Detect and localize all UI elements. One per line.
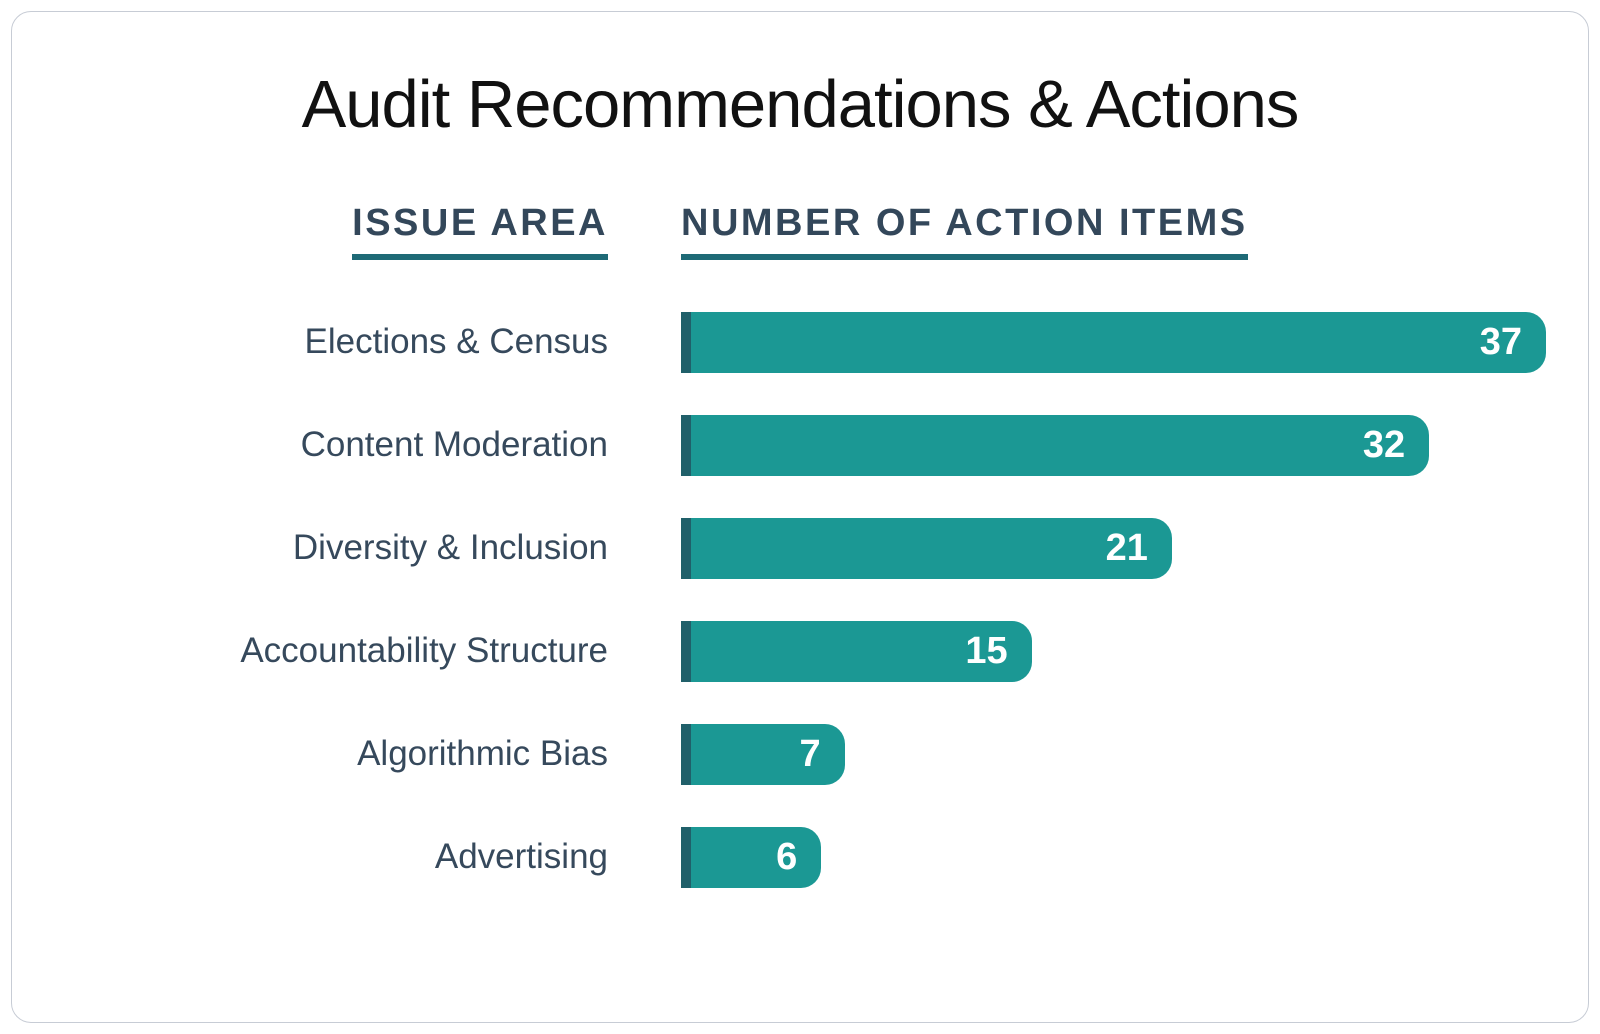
issue-area-header-cell: ISSUE AREA — [12, 204, 608, 260]
bar-value: 32 — [1362, 424, 1406, 467]
bar: 37 — [681, 311, 1546, 373]
bar-chart: ISSUE AREA NUMBER OF ACTION ITEMS Electi… — [12, 204, 1588, 888]
row-label: Diversity & Inclusion — [292, 528, 608, 568]
bar-value: 15 — [965, 630, 1008, 673]
bar: 32 — [681, 414, 1430, 476]
bar: 7 — [681, 723, 845, 785]
bar-area: 15 — [681, 620, 1546, 682]
chart-card: Audit Recommendations & Actions ISSUE AR… — [11, 11, 1589, 1023]
bar-area: 7 — [681, 723, 1546, 785]
bar-area: 32 — [681, 414, 1546, 476]
issue-area-column-header: ISSUE AREA — [352, 204, 608, 260]
chart-row: Accountability Structure 15 — [12, 620, 1546, 682]
chart-row: Algorithmic Bias 7 — [12, 723, 1546, 785]
bar-value: 37 — [1479, 321, 1522, 364]
bar-area: 37 — [681, 311, 1546, 373]
row-label: Algorithmic Bias — [357, 734, 608, 774]
bar-value: 21 — [1105, 527, 1148, 570]
chart-rows: Elections & Census 37 Content Moderation… — [12, 311, 1546, 888]
bar-value: 7 — [799, 733, 821, 776]
bar-area: 6 — [681, 826, 1546, 888]
column-headers: ISSUE AREA NUMBER OF ACTION ITEMS — [12, 204, 1546, 260]
chart-row: Elections & Census 37 — [12, 311, 1546, 373]
bar: 6 — [681, 826, 822, 888]
bar-value: 6 — [776, 836, 798, 879]
bar: 15 — [681, 620, 1032, 682]
row-label: Accountability Structure — [240, 631, 608, 671]
row-label: Content Moderation — [300, 425, 608, 465]
chart-row: Advertising 6 — [12, 826, 1546, 888]
action-items-column-header: NUMBER OF ACTION ITEMS — [681, 204, 1248, 260]
bar-area: 21 — [681, 517, 1546, 579]
chart-title: Audit Recommendations & Actions — [301, 67, 1300, 142]
bar: 21 — [681, 517, 1172, 579]
row-label: Elections & Census — [304, 322, 608, 362]
chart-row: Content Moderation 32 — [12, 414, 1546, 476]
action-items-header-cell: NUMBER OF ACTION ITEMS — [681, 204, 1248, 260]
chart-row: Diversity & Inclusion 21 — [12, 517, 1546, 579]
row-label: Advertising — [434, 837, 608, 877]
